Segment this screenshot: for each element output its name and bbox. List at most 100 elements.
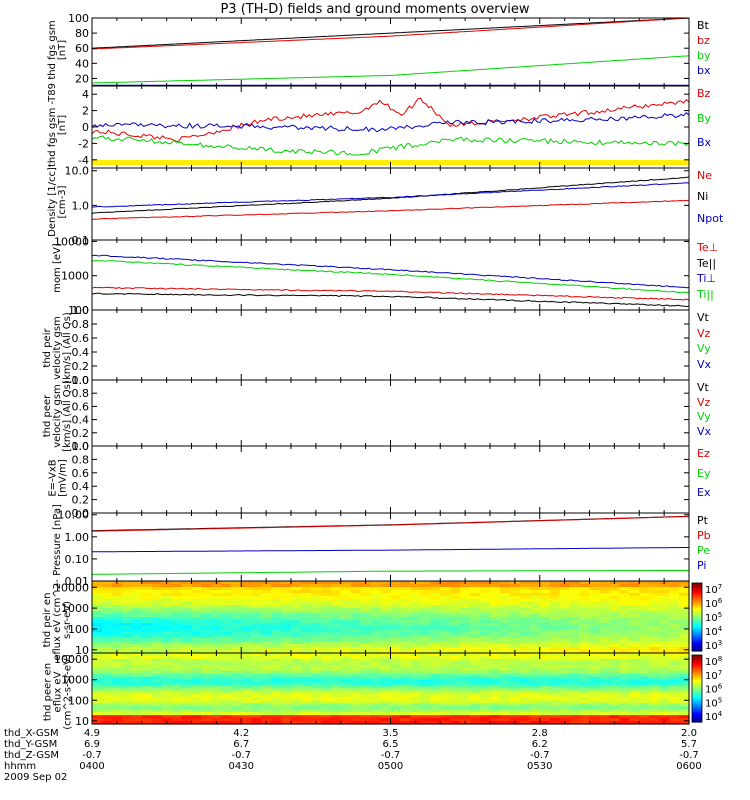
footer-value-1-t: 0430 bbox=[228, 761, 254, 772]
colorbar-tick-9-0: 108 bbox=[705, 655, 722, 668]
ytick-label-3-2: 100 bbox=[68, 304, 89, 317]
ytick-label-4-5: 0.0 bbox=[72, 374, 90, 387]
ytick-label-0-1: 80 bbox=[75, 27, 89, 40]
panel-1: 4 2 0 -2 -4 bbox=[78, 85, 690, 169]
colorbar-tick-9-2: 106 bbox=[705, 683, 723, 696]
ytick-label-8-1: 1000 bbox=[61, 602, 89, 615]
ytick-label-9-2: 100 bbox=[68, 694, 89, 707]
legend-7-0: Pt bbox=[697, 514, 708, 527]
ytick-label-2-0: 10.0 bbox=[65, 165, 90, 178]
ytick-label-5-4: 0.2 bbox=[72, 427, 90, 440]
footer-value-3-x: 2.8 bbox=[531, 728, 548, 739]
chart-title: P3 (TH-D) fields and ground moments over… bbox=[220, 2, 530, 17]
series-line-1-0 bbox=[91, 97, 690, 142]
legend-5-0: Vt bbox=[697, 381, 709, 394]
series-line-0-1 bbox=[91, 17, 690, 50]
footer-value-1-z: -0.7 bbox=[231, 750, 251, 761]
ytick-label-9-0: 10000 bbox=[54, 653, 89, 666]
footer-value-3-z: -0.7 bbox=[529, 750, 550, 761]
colorbar-tick-9-4: 104 bbox=[705, 710, 723, 723]
panel-6: 1.00.80.60.40.20.0 bbox=[72, 440, 690, 520]
ytick-label-1-2: 0 bbox=[82, 121, 89, 134]
ytick-label-3-1: 1000 bbox=[61, 270, 89, 283]
colorbar-tick-8-2: 105 bbox=[705, 611, 722, 624]
footer-row-label-2: thd_Z-GSM bbox=[4, 750, 59, 761]
panel-frame-3 bbox=[91, 239, 690, 311]
series-line-3-2 bbox=[91, 254, 690, 289]
series-line-0-2 bbox=[91, 55, 690, 84]
panel-frame-4 bbox=[91, 309, 690, 381]
colorbar-tick-8-3: 104 bbox=[705, 625, 723, 638]
panel-5: 1.00.80.60.40.20.0 bbox=[72, 374, 690, 453]
panel-0: 100 80 60 40 20 bbox=[68, 12, 690, 87]
ytick-label-0-3: 40 bbox=[75, 57, 89, 70]
legend-5-2: Vy bbox=[697, 410, 711, 423]
footer-value-4-y: 5.7 bbox=[681, 739, 697, 750]
ytick-label-6-5: 0.0 bbox=[72, 507, 90, 520]
legend-5-1: Vz bbox=[697, 395, 711, 409]
spectrogram-8 bbox=[92, 581, 690, 654]
ytick-label-7-1: 1.00 bbox=[65, 531, 90, 544]
legend-4-1: Vz bbox=[697, 326, 711, 340]
ytick-label-9-1: 1000 bbox=[61, 674, 89, 687]
legend-1-0: Bz bbox=[697, 87, 711, 100]
ytick-label-5-1: 0.8 bbox=[72, 387, 90, 400]
ytick-label-1-1: 2 bbox=[82, 105, 89, 118]
footer-value-2-y: 6.5 bbox=[382, 739, 399, 750]
series-line-7-1 bbox=[91, 515, 690, 532]
legend-1-1: By bbox=[697, 111, 712, 125]
spectrogram-9 bbox=[92, 653, 690, 725]
series-line-2-0 bbox=[91, 199, 690, 220]
legend-3-3: Ti|| bbox=[697, 287, 714, 301]
ytick-label-9-3: 10 bbox=[75, 715, 89, 728]
footer-value-0-y: 6.9 bbox=[84, 739, 100, 750]
ytick-label-4-2: 0.6 bbox=[72, 332, 90, 345]
colorbar-tick-8-0: 107 bbox=[705, 583, 722, 596]
ytick-label-8-0: 10000 bbox=[54, 581, 89, 594]
panel-7: 10.00 1.00 0.10 0.01 bbox=[58, 509, 690, 588]
ytick-label-1-3: -2 bbox=[78, 137, 89, 150]
series-line-1-2 bbox=[91, 135, 690, 156]
legend-7-3: Pi bbox=[697, 559, 707, 572]
ytick-label-1-0: 4 bbox=[82, 88, 89, 101]
panel-2: 10.0 1.0 0.1 bbox=[65, 165, 690, 247]
ytick-label-0-0: 100 bbox=[68, 12, 89, 25]
footer-date: 2009 Sep 02 bbox=[4, 772, 68, 783]
ytick-label-5-5: 0.0 bbox=[72, 440, 90, 453]
colorbar-tick-8-4: 103 bbox=[705, 639, 722, 652]
ytick-label-7-0: 10.00 bbox=[58, 509, 90, 522]
series-line-7-3 bbox=[92, 547, 689, 553]
legend-6-1: Ey bbox=[697, 466, 711, 480]
panel-frame-6 bbox=[91, 445, 690, 514]
ylabel-8: thd peir en eflux eV (cm^2-s-sr-eV) bbox=[42, 579, 73, 661]
footer-value-4-t: 0600 bbox=[676, 761, 702, 772]
legend-0-1: bz bbox=[697, 34, 710, 47]
legend-6-0: Ez bbox=[697, 447, 710, 460]
series-line-7-2 bbox=[91, 570, 689, 575]
ytick-label-5-3: 0.4 bbox=[72, 414, 90, 427]
panel-frame-5 bbox=[91, 379, 690, 447]
ytick-label-6-2: 0.6 bbox=[72, 467, 90, 480]
legend-3-2: Ti⊥ bbox=[697, 272, 717, 285]
legend-3-1: Te|| bbox=[697, 256, 717, 270]
footer-value-2-x: 3.5 bbox=[382, 728, 399, 739]
ylabel-0: thd fgs gsm [nT] bbox=[47, 20, 68, 80]
legend-5-3: Vx bbox=[697, 424, 712, 438]
legend-6-2: Ex bbox=[697, 486, 711, 500]
footer-row-label-3: hhmm bbox=[4, 761, 37, 772]
ytick-label-6-4: 0.2 bbox=[72, 494, 90, 507]
ytick-label-4-3: 0.4 bbox=[72, 346, 90, 359]
legend-2-2: Npot bbox=[697, 211, 724, 225]
panel-4: 1.00.80.60.40.20.0 bbox=[72, 304, 690, 387]
ytick-label-1-4: -4 bbox=[78, 154, 89, 167]
footer-value-1-y: 6.7 bbox=[233, 739, 250, 750]
ytick-label-2-2: 0.1 bbox=[72, 234, 90, 247]
footer-value-1-x: 4.2 bbox=[233, 728, 250, 739]
series-line-2-1 bbox=[91, 176, 690, 214]
footer-value-2-t: 0500 bbox=[377, 761, 404, 772]
ytick-label-8-2: 100 bbox=[68, 623, 89, 636]
legend-7-1: Pb bbox=[697, 529, 711, 542]
footer-value-3-y: 6.2 bbox=[531, 739, 548, 750]
